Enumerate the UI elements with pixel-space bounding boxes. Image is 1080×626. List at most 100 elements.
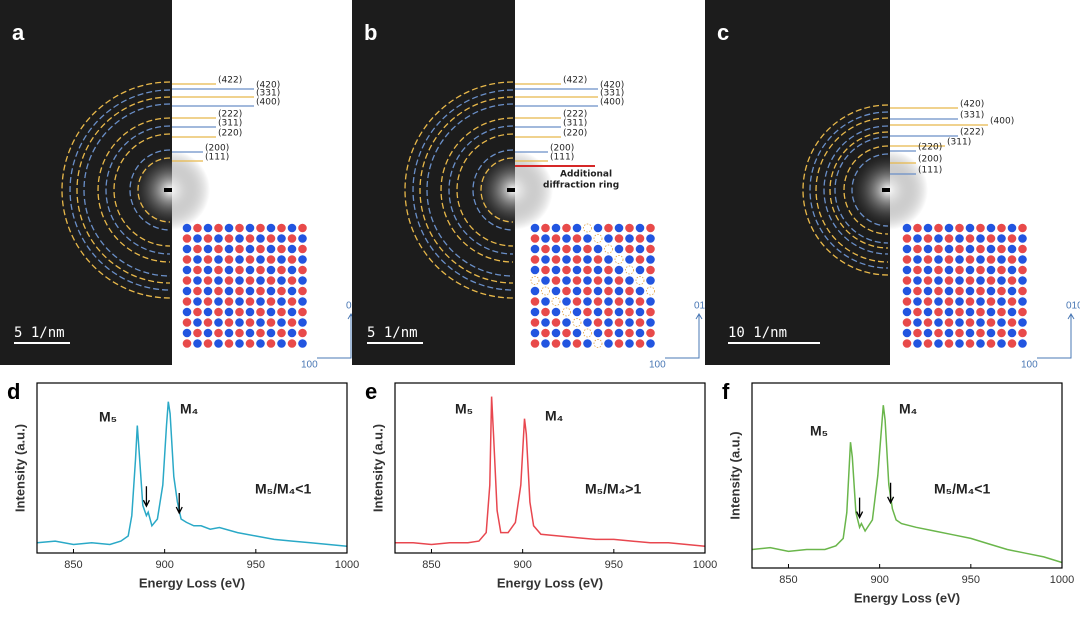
cation (625, 307, 634, 317)
cation (551, 276, 561, 285)
anion (266, 265, 276, 275)
diffraction-ring (851, 153, 889, 227)
anion (604, 255, 613, 264)
anion (1007, 328, 1017, 338)
cation (913, 223, 922, 233)
anion (934, 276, 943, 285)
anion (193, 339, 202, 348)
anion (572, 265, 582, 275)
vacancy (583, 328, 592, 338)
cation (934, 265, 943, 275)
cation (635, 318, 645, 327)
cation (224, 339, 234, 348)
x-tick-label: 850 (422, 559, 440, 571)
cation (646, 223, 655, 233)
anion (245, 307, 255, 317)
cation (934, 307, 943, 317)
cation (256, 328, 265, 338)
cation (277, 244, 286, 254)
cation (614, 276, 624, 285)
cation (203, 234, 213, 243)
cation (944, 234, 954, 243)
cation (923, 234, 933, 243)
anion (614, 286, 624, 296)
cation (976, 328, 985, 338)
cation (646, 265, 655, 275)
anion (1018, 339, 1027, 348)
anion (997, 276, 1006, 285)
anion (298, 318, 307, 327)
diffraction-ring (61, 81, 171, 299)
anion (287, 307, 297, 317)
cation (562, 286, 571, 296)
cation (965, 318, 975, 327)
anion (934, 234, 943, 243)
anion (604, 276, 613, 285)
anion (298, 297, 307, 306)
note: Additional (560, 170, 612, 180)
anion (203, 286, 213, 296)
axis-arrows (317, 313, 355, 359)
arrow (142, 486, 150, 508)
ring-label: (420) (600, 81, 624, 91)
anion (551, 223, 561, 233)
x-tick-label: 850 (64, 559, 82, 571)
cation (986, 297, 996, 306)
anion (1007, 265, 1017, 275)
anion (923, 328, 933, 338)
panel-letter: b (364, 20, 377, 45)
anion (923, 286, 933, 296)
cation (277, 286, 286, 296)
anion (902, 244, 912, 254)
diffraction-ring (419, 96, 514, 284)
anion (913, 297, 922, 306)
cation (934, 286, 943, 296)
anion (965, 244, 975, 254)
cation (193, 244, 202, 254)
cation (541, 265, 550, 275)
anion (944, 307, 954, 317)
cation (551, 318, 561, 327)
cation (530, 339, 540, 348)
anion (902, 307, 912, 317)
cation (193, 223, 202, 233)
plot-frame (36, 382, 348, 554)
anion (955, 297, 964, 306)
diffraction-ring (843, 145, 889, 235)
ring-label: (422) (563, 76, 587, 86)
anion (235, 276, 244, 285)
cation (214, 286, 223, 296)
anion (625, 297, 634, 306)
axis-label: 010 (1066, 301, 1080, 312)
anion (986, 265, 996, 275)
scale-bar-label: 5 1/nm (14, 325, 65, 341)
cation (593, 276, 603, 285)
anion (944, 265, 954, 275)
anion (593, 244, 603, 254)
anion (214, 318, 223, 327)
anion (625, 276, 634, 285)
anion (551, 307, 561, 317)
vacancy (551, 297, 561, 306)
anion (902, 265, 912, 275)
axis-arrows (1037, 313, 1075, 359)
cation (277, 328, 286, 338)
anion (266, 244, 276, 254)
panel-letter: a (12, 20, 25, 45)
cation (203, 276, 213, 285)
anion (224, 265, 234, 275)
cation (551, 255, 561, 264)
diffraction-ring (829, 131, 889, 249)
vacancy (593, 234, 603, 243)
ring-label: (200) (918, 155, 942, 165)
anion (604, 297, 613, 306)
cation (287, 339, 297, 348)
anion (298, 255, 307, 264)
anion (245, 223, 255, 233)
ring-label: (311) (218, 119, 242, 129)
ring-label: (111) (918, 166, 942, 176)
cation (986, 276, 996, 285)
cation (944, 255, 954, 264)
cation (955, 328, 964, 338)
diffraction-ring (823, 125, 889, 255)
